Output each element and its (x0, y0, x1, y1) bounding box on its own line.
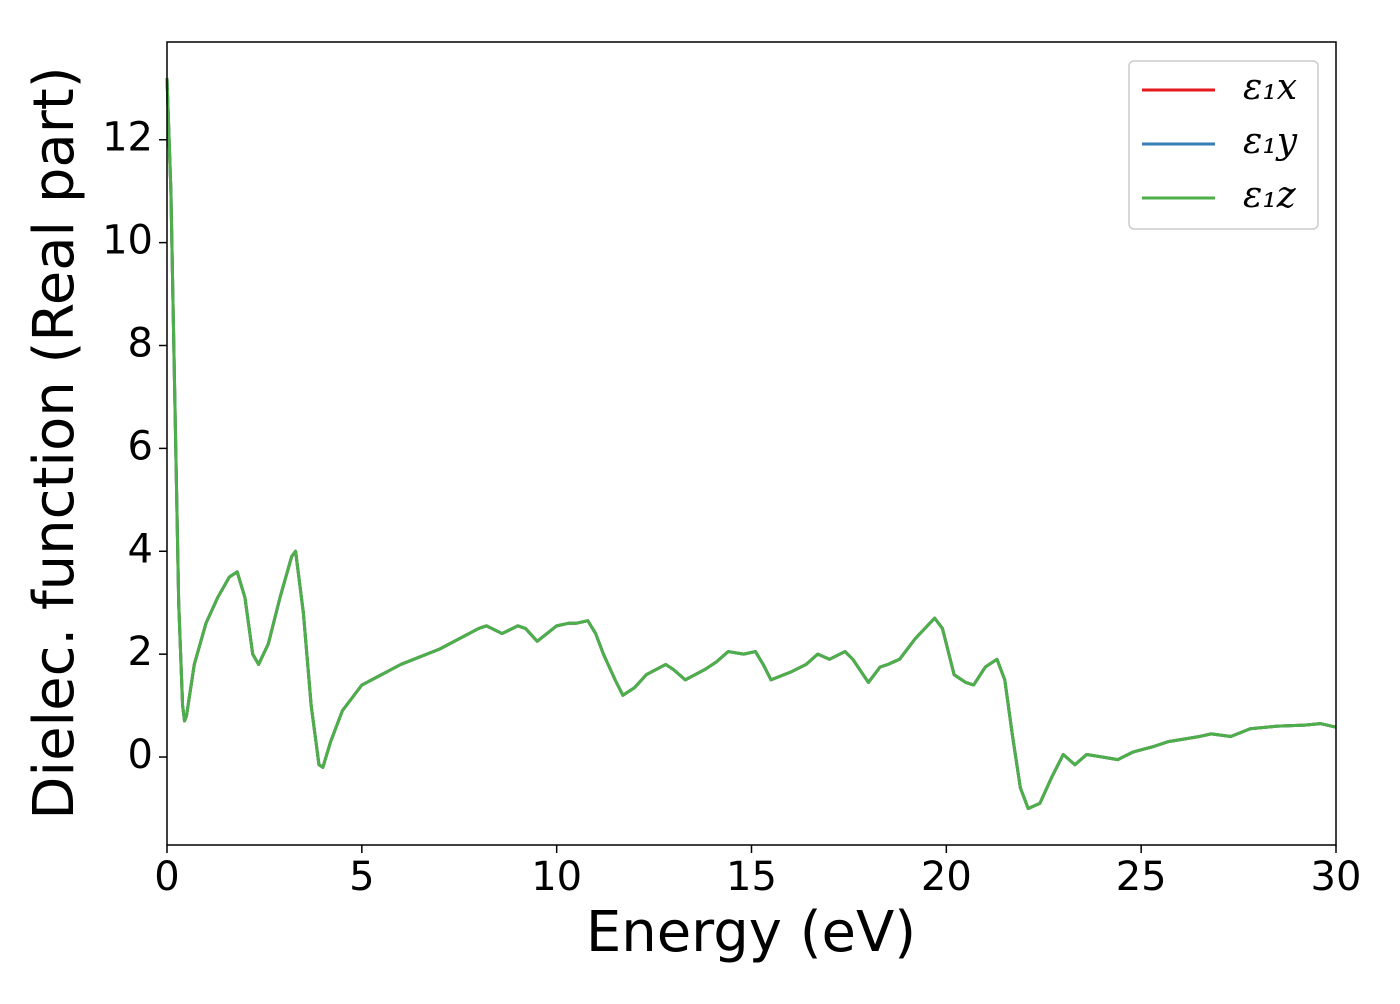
x-tick-label: 25 (1116, 854, 1167, 900)
legend-label: ε₁z (1243, 175, 1297, 216)
y-tick-label: 8 (128, 321, 153, 367)
y-tick-label: 10 (102, 218, 153, 264)
x-tick-label: 10 (531, 854, 582, 900)
data-line (165, 77, 1337, 810)
x-tick-label: 5 (349, 854, 374, 900)
legend-label: ε₁y (1243, 121, 1298, 162)
y-tick-label: 6 (128, 423, 153, 469)
x-tick-label: 30 (1311, 854, 1362, 900)
x-axis-label: Energy (eV) (586, 900, 916, 965)
y-tick-label: 2 (128, 629, 153, 675)
legend-box (1128, 60, 1319, 230)
x-tick-label: 20 (921, 854, 972, 900)
y-tick-label: 12 (102, 115, 153, 161)
plot-frame (166, 41, 1337, 846)
x-tick-label: 15 (726, 854, 777, 900)
y-axis-label: Dielec. function (Real part) (22, 66, 87, 819)
x-tick-label: 0 (154, 854, 179, 900)
y-tick-label: 0 (128, 732, 153, 778)
y-tick-label: 4 (128, 526, 153, 572)
legend-label: ε₁x (1243, 67, 1297, 108)
